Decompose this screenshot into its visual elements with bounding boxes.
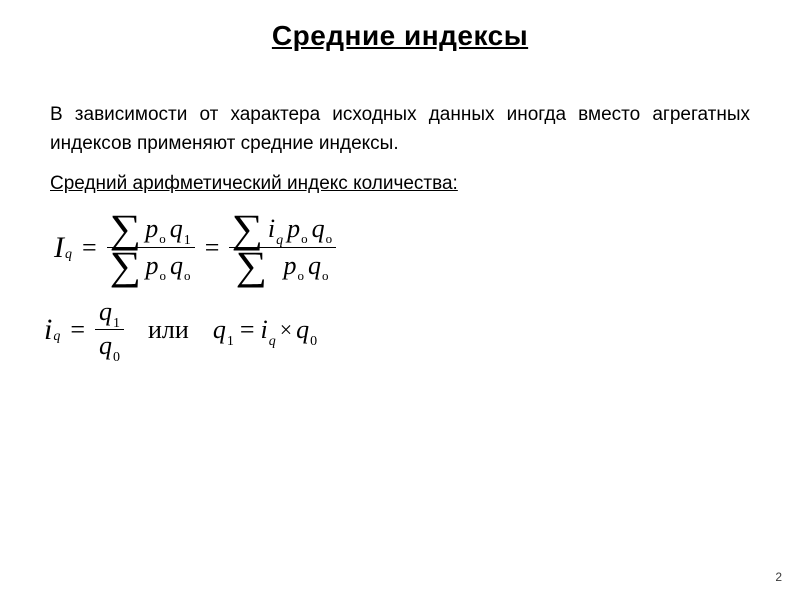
sigma-icon: ∑ bbox=[232, 213, 263, 245]
var-I: I bbox=[54, 231, 64, 265]
times-icon: × bbox=[280, 317, 292, 343]
sub-q-2: q bbox=[53, 329, 60, 345]
formula-index-quantity: I q = ∑ pо q1 ∑ pо qо = bbox=[54, 213, 750, 283]
slide-title: Средние индексы bbox=[50, 20, 750, 52]
sigma-icon: ∑ bbox=[109, 250, 140, 282]
equals-1: = bbox=[82, 233, 97, 263]
equals-4: = bbox=[240, 315, 255, 345]
equals-3: = bbox=[70, 315, 85, 345]
slide: Средние индексы В зависимости от характе… bbox=[0, 0, 800, 600]
or-word: или bbox=[148, 315, 189, 345]
sigma-icon: ∑ bbox=[236, 250, 267, 282]
var-i: i bbox=[44, 313, 52, 347]
fraction-2: ∑ iq pо qо ∑ pо qо bbox=[229, 213, 336, 283]
intro-paragraph: В зависимости от характера исходных данн… bbox=[50, 100, 750, 159]
equals-2: = bbox=[205, 233, 220, 263]
fraction-1: ∑ pо q1 ∑ pо qо bbox=[107, 213, 195, 283]
formula-individual-index: i q = q1 q0 или q1 = iq × q0 bbox=[44, 298, 750, 361]
formula-subheading: Средний арифметический индекс количества… bbox=[50, 173, 750, 195]
sigma-icon: ∑ bbox=[109, 213, 140, 245]
fraction-3: q1 q0 bbox=[95, 298, 124, 361]
sub-q: q bbox=[65, 247, 72, 263]
page-number: 2 bbox=[775, 570, 782, 584]
